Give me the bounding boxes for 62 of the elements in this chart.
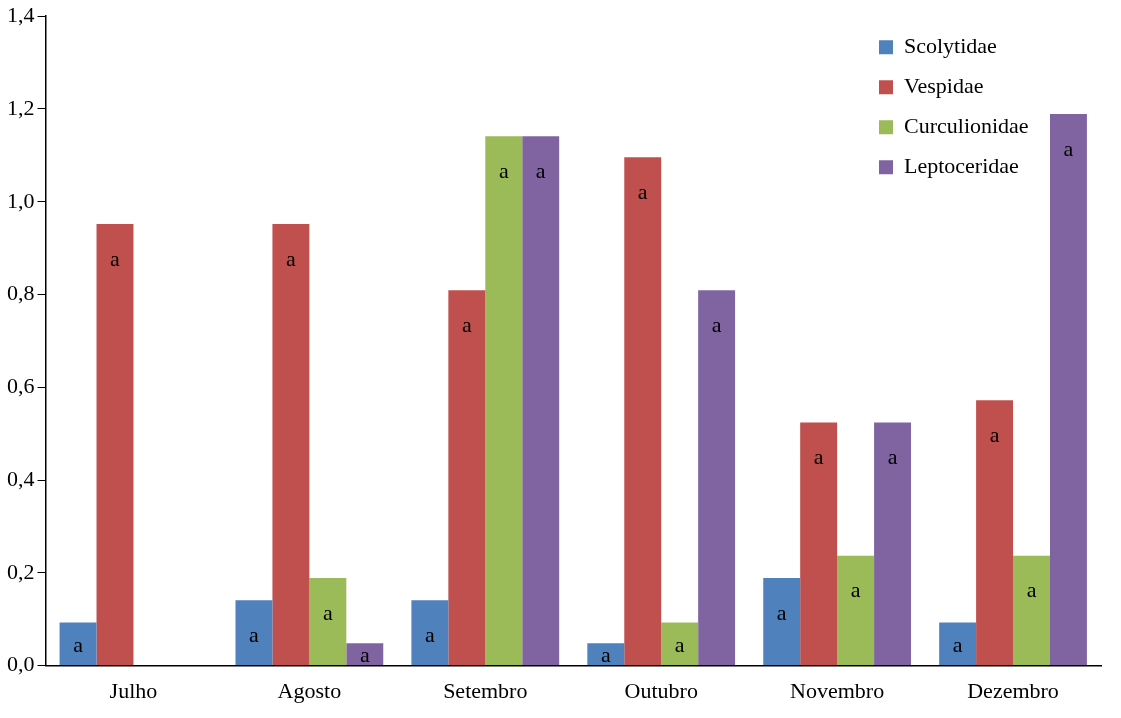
data-label: a: [952, 631, 963, 657]
y-tick-label: 1,2: [7, 94, 35, 120]
bar: [976, 400, 1014, 666]
bar: [96, 224, 134, 666]
data-label: a: [498, 158, 509, 184]
y-tick-label: 1,4: [7, 1, 35, 27]
bar: [522, 136, 560, 666]
data-label: a: [73, 631, 84, 657]
data-label: a: [711, 312, 722, 338]
data-label: a: [674, 631, 685, 657]
x-tick-label: Julho: [109, 677, 158, 703]
y-tick-label: 1,0: [7, 187, 35, 213]
bar: [448, 290, 486, 666]
x-tick-label: Novembro: [790, 677, 885, 703]
x-tick-label: Agosto: [277, 677, 342, 703]
data-label: a: [813, 444, 824, 470]
data-label: a: [110, 245, 121, 271]
bar: [763, 577, 801, 666]
bar: [874, 422, 912, 666]
data-label: a: [776, 599, 787, 625]
bar: [235, 600, 273, 666]
legend-label: Vespidae: [904, 72, 984, 98]
bar: [837, 555, 875, 666]
data-label: a: [887, 444, 898, 470]
x-tick-label: Setembro: [443, 677, 528, 703]
data-label: a: [461, 312, 472, 338]
bar: [485, 136, 523, 666]
data-label: a: [425, 621, 435, 647]
bar: [698, 290, 736, 666]
bar: [800, 422, 838, 666]
y-tick-label: 0,0: [7, 651, 35, 677]
legend-label: Curculionidae: [904, 112, 1029, 138]
x-tick-label: Dezembro: [967, 677, 1059, 703]
data-label: a: [850, 577, 861, 603]
y-tick-label: 0,4: [7, 465, 35, 491]
bar: [1013, 555, 1050, 666]
bar: [661, 622, 699, 666]
bar: [939, 622, 977, 666]
bar: [411, 600, 449, 666]
bar: [59, 622, 97, 666]
bar: [309, 577, 347, 666]
bar: [272, 224, 310, 666]
bar: [1049, 114, 1087, 666]
bar: [346, 643, 384, 666]
data-label: a: [286, 245, 297, 271]
data-label: a: [1063, 135, 1074, 161]
bar: [624, 157, 662, 666]
data-label: a: [637, 178, 648, 204]
data-label: a: [600, 642, 611, 667]
legend-label: Scolytidae: [904, 32, 997, 58]
data-label: a: [535, 158, 546, 184]
data-label: a: [249, 621, 260, 647]
data-label: a: [322, 599, 333, 625]
y-tick-label: 0,2: [7, 558, 35, 584]
bar: [587, 643, 625, 666]
data-label: a: [359, 642, 370, 667]
y-tick-label: 0,6: [7, 373, 35, 399]
legend-label: Leptoceridae: [904, 152, 1019, 178]
data-label: a: [1026, 577, 1037, 603]
x-tick-label: Outubro: [624, 677, 698, 703]
y-tick-label: 0,8: [7, 280, 35, 306]
data-label: a: [989, 422, 1000, 448]
